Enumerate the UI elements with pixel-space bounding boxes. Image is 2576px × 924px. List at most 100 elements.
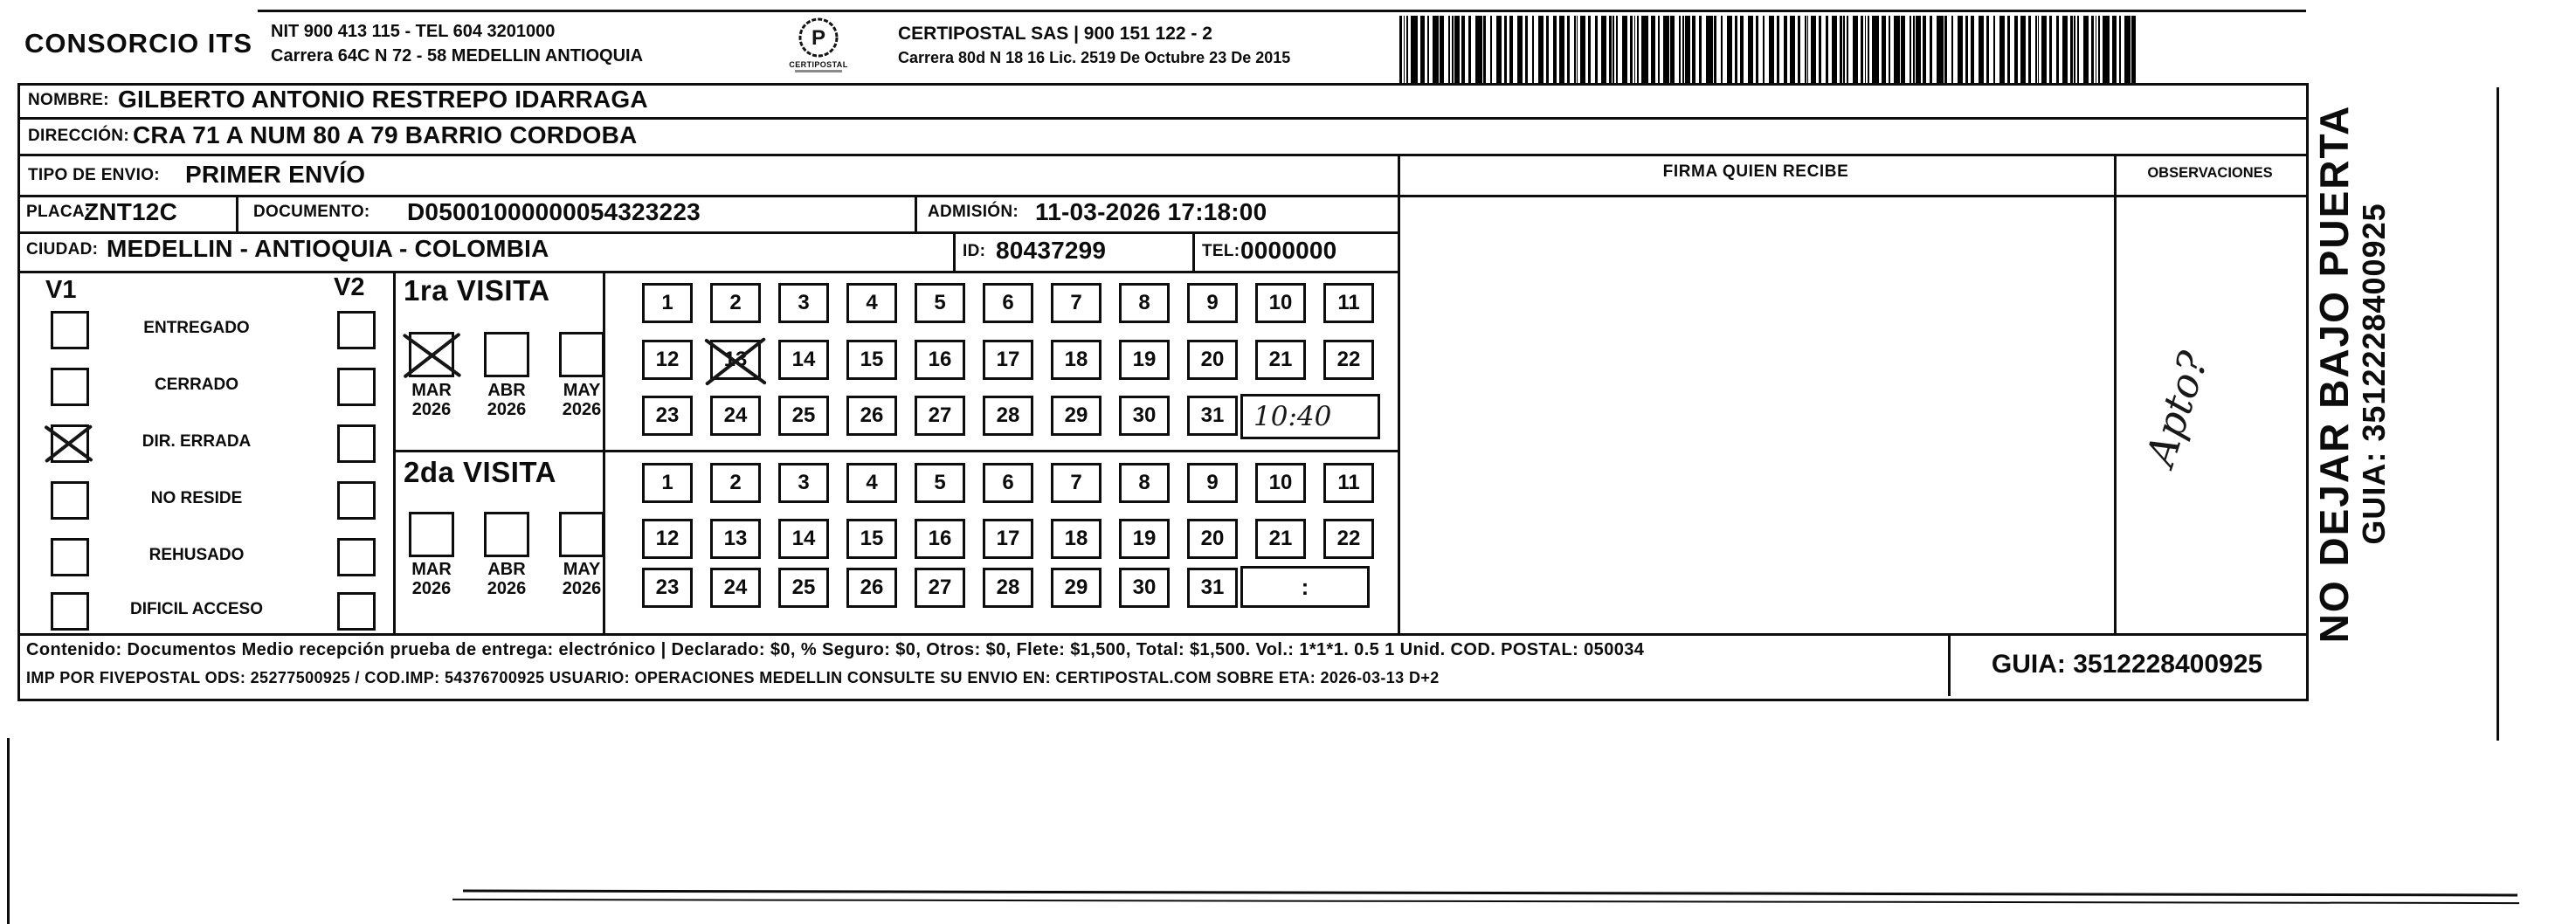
v2-checkbox-rehusado: [337, 538, 376, 576]
divider: [17, 154, 2306, 156]
day-cell-17: 17: [983, 340, 1033, 380]
day-cell-27: 27: [915, 396, 965, 436]
day-cell-6: 6: [983, 463, 1033, 503]
day-cell-18: 18: [1051, 340, 1102, 380]
month-label: MAY: [563, 560, 601, 579]
day-cell-1: 1: [642, 463, 693, 503]
id-label: ID:: [963, 242, 986, 260]
day-cell-30: 30: [1119, 568, 1170, 608]
divider: [236, 195, 238, 231]
day-cell-21: 21: [1255, 519, 1306, 559]
certipostal-logo-icon: P CERTIPOSTAL: [788, 16, 849, 72]
ciudad-label: CIUDAD:: [26, 240, 99, 259]
day-cell-16: 16: [915, 519, 965, 559]
day-cell-22: 22: [1323, 340, 1374, 380]
divider: [17, 117, 2306, 120]
scan-left-edge-line: [7, 738, 10, 924]
v1-checkbox-dificil-acceso: [51, 592, 89, 631]
scan-bottom-line-2: [452, 898, 2520, 905]
day-cell-23: 23: [642, 396, 693, 436]
day-cell-4: 4: [846, 463, 897, 503]
day-cell-27: 27: [915, 568, 965, 608]
carrier-license: Carrera 80d N 18 16 Lic. 2519 De Octubre…: [898, 49, 1291, 66]
day-cell-30: 30: [1119, 396, 1170, 436]
direccion-label: DIRECCIÓN:: [28, 127, 129, 145]
day-cell-26: 26: [846, 568, 897, 608]
v1-checkbox-rehusado: [51, 538, 89, 576]
side-guia-text: GUIA: 3512228400925: [2356, 203, 2392, 545]
divider: [953, 231, 956, 271]
day-cell-4: 4: [846, 283, 897, 323]
day-cell-31: 31: [1187, 568, 1238, 608]
day-cell-19: 19: [1119, 519, 1170, 559]
v1-checkbox-cerrado: [51, 368, 89, 406]
day-cell-11: 11: [1323, 463, 1374, 503]
day-cell-25: 25: [778, 568, 829, 608]
day-cell-7: 7: [1051, 463, 1102, 503]
day-cell-1: 1: [642, 283, 693, 323]
month-checkbox-may: [559, 512, 604, 557]
v2-header: V2: [334, 273, 365, 301]
month-label: ABR: [487, 560, 526, 579]
day-cell-28: 28: [983, 396, 1033, 436]
company-name: CONSORCIO ITS: [24, 28, 253, 59]
scan-bottom-line-1: [462, 889, 2518, 897]
day-cell-31: 31: [1187, 396, 1238, 436]
day-cell-14: 14: [778, 519, 829, 559]
day-cell-8: 8: [1119, 283, 1170, 323]
direccion-value: CRA 71 A NUM 80 A 79 BARRIO CORDOBA: [133, 121, 638, 148]
v2-checkbox-no-reside: [337, 481, 376, 520]
day-cell-3: 3: [778, 283, 829, 323]
month-year-label: 2026: [487, 400, 527, 419]
v1-checkbox-entregado: [51, 311, 89, 349]
month-year-label: 2026: [562, 400, 602, 419]
month-year-label: 2026: [487, 579, 527, 598]
day-cell-8: 8: [1119, 463, 1170, 503]
tel-value: 0000000: [1240, 237, 1337, 264]
scan-right-edge-line: [2497, 87, 2499, 741]
ciudad-value: MEDELLIN - ANTIOQUIA - COLOMBIA: [107, 235, 549, 262]
company-address: Carrera 64C N 72 - 58 MEDELLIN ANTIOQUIA: [271, 46, 644, 66]
logo-label: CERTIPOSTAL: [789, 60, 848, 69]
month-checkbox-mar: [409, 332, 454, 377]
status-label: ENTREGADO: [143, 319, 250, 337]
day-cell-2: 2: [710, 283, 761, 323]
v2-checkbox-dificil-acceso: [337, 592, 376, 631]
month-year-label: 2026: [562, 579, 602, 598]
side-warning-text: NO DEJAR BAJO PUERTA: [2311, 104, 2357, 644]
admision-label: ADMISIÓN:: [928, 203, 1019, 221]
divider: [17, 271, 1398, 273]
month-year-label: 2026: [411, 579, 452, 598]
day-cell-13: 13: [710, 519, 761, 559]
day-cell-16: 16: [915, 340, 965, 380]
day-cell-21: 21: [1255, 340, 1306, 380]
footer-content-line: Contenido: Documentos Medio recepción pr…: [26, 640, 1645, 659]
day-cell-18: 18: [1051, 519, 1102, 559]
divider: [393, 271, 396, 633]
day-cell-19: 19: [1119, 340, 1170, 380]
divider: [17, 231, 1398, 234]
month-checkbox-may: [559, 332, 604, 377]
day-cell-11: 11: [1323, 283, 1374, 323]
scan-top-rule: [258, 10, 2306, 12]
barcode: [1399, 16, 2138, 84]
tipo-envio-value: PRIMER ENVÍO: [185, 161, 366, 188]
month-year-label: 2026: [411, 400, 452, 419]
v1-checkbox-dir-errada: [51, 424, 89, 463]
company-nit-tel: NIT 900 413 115 - TEL 604 3201000: [271, 22, 556, 41]
day-cell-14: 14: [778, 340, 829, 380]
v2-checkbox-entregado: [337, 311, 376, 349]
documento-value: D05001000000054323223: [407, 198, 701, 225]
month-label: ABR: [487, 381, 526, 400]
day-cell-24: 24: [710, 396, 761, 436]
visit-title: 2da VISITA: [404, 456, 556, 488]
documento-label: DOCUMENTO:: [253, 203, 370, 221]
firma-quien-recibe-header: FIRMA QUIEN RECIBE: [1662, 162, 1849, 181]
day-cell-7: 7: [1051, 283, 1102, 323]
divider: [17, 633, 2306, 636]
day-cell-24: 24: [710, 568, 761, 608]
day-cell-23: 23: [642, 568, 693, 608]
day-cell-12: 12: [642, 519, 693, 559]
logo-circle-icon: P: [798, 17, 839, 58]
